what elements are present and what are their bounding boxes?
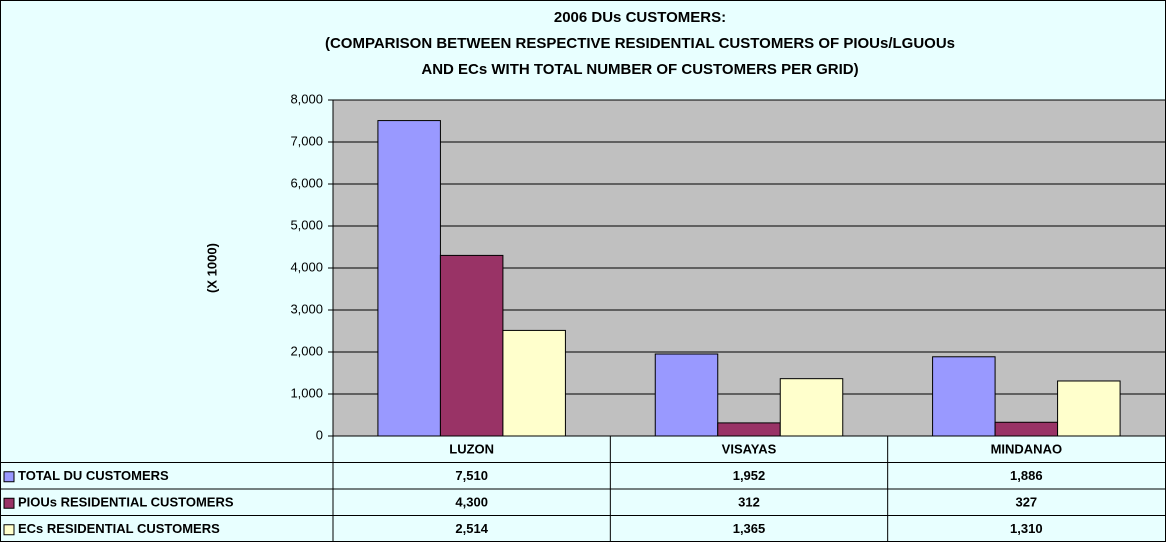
data-label: 1,886 [1010, 468, 1043, 483]
y-tick-label: 5,000 [290, 217, 323, 232]
bar [502, 329, 566, 437]
x-tick-label: LUZON [449, 442, 494, 457]
legend-swatch [3, 471, 15, 483]
data-label: 2,514 [455, 521, 488, 536]
bar [439, 254, 504, 437]
chart-title: AND ECs WITH TOTAL NUMBER OF CUSTOMERS P… [421, 61, 858, 78]
y-tick-label: 0 [316, 427, 323, 442]
bar [994, 421, 1059, 437]
bar [1057, 380, 1121, 437]
legend-label: TOTAL DU CUSTOMERS [18, 468, 169, 483]
data-label: 4,300 [455, 495, 488, 510]
y-tick-label: 8,000 [290, 91, 323, 106]
data-label: 327 [1015, 495, 1037, 510]
x-tick-label: MINDANAO [991, 442, 1063, 457]
bar [654, 353, 719, 437]
bar [377, 120, 441, 437]
chart-title: (COMPARISON BETWEEN RESPECTIVE RESIDENTI… [325, 35, 955, 52]
legend-swatch [3, 497, 15, 509]
y-tick-label: 1,000 [290, 385, 323, 400]
data-label: 7,510 [455, 468, 488, 483]
legend-label: ECs RESIDENTIAL CUSTOMERS [18, 521, 220, 536]
y-tick-label: 3,000 [290, 301, 323, 316]
data-label: 1,952 [733, 468, 766, 483]
legend-label: PIOUs RESIDENTIAL CUSTOMERS [18, 495, 234, 510]
data-label: 1,365 [733, 521, 766, 536]
data-label: 312 [738, 495, 760, 510]
legend-swatch [3, 524, 15, 536]
x-tick-label: VISAYAS [722, 442, 777, 457]
y-tick-label: 6,000 [290, 175, 323, 190]
y-tick-label: 4,000 [290, 259, 323, 274]
bar [932, 356, 996, 437]
chart-title: 2006 DUs CUSTOMERS: [554, 9, 726, 26]
data-label: 1,310 [1010, 521, 1043, 536]
bar [779, 378, 844, 437]
y-tick-label: 7,000 [290, 133, 323, 148]
bar [717, 422, 781, 437]
y-tick-label: 2,000 [290, 343, 323, 358]
y-axis-label: (X 1000) [204, 243, 219, 293]
